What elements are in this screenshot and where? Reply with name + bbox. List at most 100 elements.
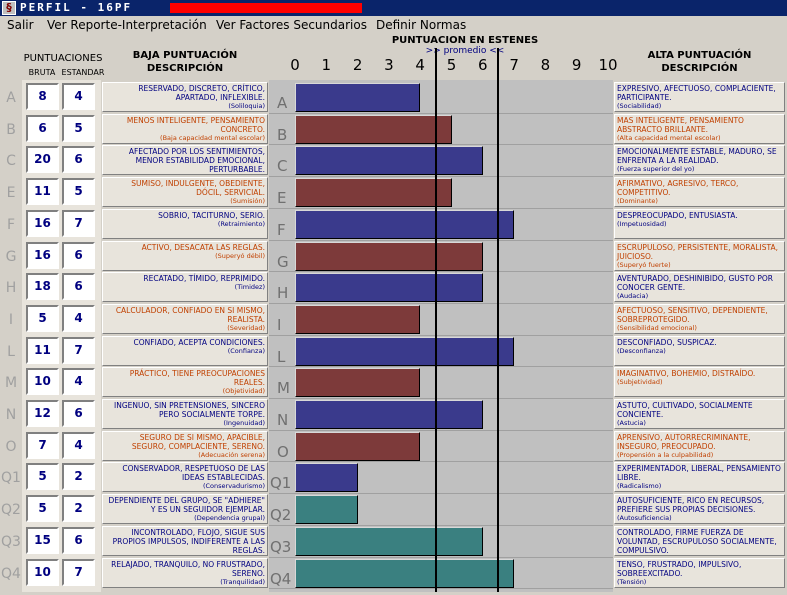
low-description-text: AFECTADO POR LOS SENTIMIENTOS, MENOR EST… <box>128 147 265 175</box>
low-description-text: INCONTROLADO, FLOJO, SIGUE SUS PROPIOS I… <box>112 527 265 555</box>
low-score-description: INGENUO, SIN PRETENSIONES, SINCERO PERO … <box>102 399 268 429</box>
chart-bar <box>295 304 421 334</box>
menu-definir-normas[interactable]: Definir Normas <box>376 18 467 32</box>
low-description-text: RELAJADO, TRANQUILO, NO FRUSTRADO, SEREN… <box>111 559 265 578</box>
chart-bar <box>295 83 421 112</box>
chart-bar <box>295 400 483 429</box>
menu-salir[interactable]: Salir <box>7 18 34 32</box>
low-description-trait: (Adecuación serena) <box>198 450 265 459</box>
chart-bar <box>295 526 483 556</box>
header-estandar: ESTANDAR <box>61 68 105 77</box>
standard-score-box[interactable]: 4 <box>62 431 95 459</box>
raw-score-box[interactable]: 11 <box>26 178 59 206</box>
axis-tick-label: 9 <box>571 56 582 74</box>
high-description-trait: (Propensión a la culpabilidad) <box>617 450 714 459</box>
axis-tick-label: 7 <box>509 56 519 74</box>
chart-bar <box>295 146 483 176</box>
row-factor-letter: F <box>6 216 16 233</box>
low-score-description: CONSERVADOR, RESPETUOSO DE LAS IDEAS EST… <box>102 462 268 493</box>
bar-factor-label: E <box>277 189 287 208</box>
standard-score-box[interactable]: 4 <box>62 304 95 332</box>
low-description-text: SOBRIO, TACITURNO, SERIO. <box>158 210 265 220</box>
header-baja-title: BAJA PUNTUACIÓN <box>132 50 238 61</box>
high-description-text: TENSO, FRUSTRADO, IMPULSIVO, SOBREEXCITA… <box>617 559 742 578</box>
raw-score-box[interactable]: 16 <box>26 241 59 269</box>
chart-row-separator <box>269 302 613 304</box>
raw-score-box[interactable]: 6 <box>26 114 59 142</box>
standard-score-box[interactable]: 7 <box>62 558 95 586</box>
low-score-description: RELAJADO, TRANQUILO, NO FRUSTRADO, SEREN… <box>102 557 268 588</box>
low-description-text: CALCULADOR, CONFIADO EN SI MISMO, REALIS… <box>115 305 265 324</box>
high-description-text: MAS INTELIGENTE, PENSAMIENTO ABSTRACTO B… <box>617 115 744 134</box>
standard-score-box[interactable]: 6 <box>62 241 95 269</box>
menu-ver-factores[interactable]: Ver Factores Secundarios <box>216 18 367 32</box>
low-description-trait: (Soliloquia) <box>228 102 265 110</box>
raw-score-box[interactable]: 7 <box>26 431 59 459</box>
low-score-description: RECATADO, TÍMIDO, REPRIMIDO. (Timidez) <box>102 272 268 303</box>
standard-score-box[interactable]: 4 <box>62 83 95 110</box>
high-description-trait: (Dominante) <box>617 197 658 206</box>
chart-row-separator <box>269 398 613 399</box>
standard-score-box[interactable]: 6 <box>62 400 95 427</box>
bar-factor-label: O <box>277 442 289 461</box>
raw-score-box[interactable]: 11 <box>26 336 59 364</box>
row-factor-letter: N <box>5 407 17 423</box>
standard-score-box[interactable]: 6 <box>62 273 95 301</box>
high-score-description: EXPRESIVO, AFECTUOSO, COMPLACIENTE, PART… <box>614 82 785 112</box>
low-score-description: SEGURO DE SI MISMO, APACIBLE, SEGURO, CO… <box>102 430 268 461</box>
low-description-trait: (Objetividad) <box>222 387 265 396</box>
raw-score-box[interactable]: 5 <box>26 463 59 491</box>
high-description-trait: (Alta capacidad mental escolar) <box>617 133 721 142</box>
axis-tick-label: 2 <box>352 56 363 74</box>
raw-score-box[interactable]: 8 <box>26 83 59 110</box>
row-factor-letter: I <box>8 311 14 328</box>
menu-bar: Salir Ver Reporte-Interpretación Ver Fac… <box>0 16 787 35</box>
standard-score-box[interactable]: 5 <box>62 114 95 142</box>
row-factor-letter: E <box>6 185 16 202</box>
raw-score-box[interactable]: 5 <box>26 304 59 332</box>
raw-score-box[interactable]: 5 <box>26 495 59 523</box>
high-score-description: CONTROLADO, FIRME FUERZA DE VOLUNTAD, ES… <box>614 525 785 556</box>
standard-score-box[interactable]: 6 <box>62 146 95 174</box>
standard-score-box[interactable]: 4 <box>62 368 95 396</box>
raw-score-box[interactable]: 12 <box>26 400 59 427</box>
row-factor-letter: A <box>6 90 16 106</box>
low-description-trait: (Sumisión) <box>230 197 265 206</box>
chart-row-separator <box>269 144 613 146</box>
chart-row-separator <box>269 366 613 368</box>
row-factor-letter: Q2 <box>1 502 21 519</box>
raw-score-box[interactable]: 10 <box>26 558 59 586</box>
low-description-trait: (Conservadurismo) <box>202 482 265 491</box>
low-score-description: SUMISO, INDULGENTE, OBEDIENTE, DÓCIL, SE… <box>102 177 268 208</box>
app-icon: § <box>2 1 16 15</box>
row-factor-letter: O <box>5 438 17 455</box>
raw-score-box[interactable]: 15 <box>26 526 59 554</box>
average-band-low-line <box>434 48 437 592</box>
high-description-text: DESCONFIADO, SUSPICAZ. <box>617 337 717 347</box>
row-factor-letter: G <box>5 248 17 265</box>
raw-score-box[interactable]: 16 <box>26 209 59 237</box>
standard-score-box[interactable]: 7 <box>62 336 95 364</box>
low-score-description: MENOS INTELIGENTE, PENSAMIENTO CONCRETO.… <box>102 113 268 144</box>
axis-tick-label: 5 <box>446 56 457 74</box>
chart-row-separator <box>269 461 613 463</box>
high-description-trait: (Subjetividad) <box>617 378 663 387</box>
standard-score-box[interactable]: 2 <box>62 463 95 491</box>
standard-score-box[interactable]: 7 <box>62 209 95 237</box>
axis-tick-label: 3 <box>384 56 394 74</box>
low-description-text: RESERVADO, DISCRETO, CRÍTICO, APARTADO, … <box>138 84 265 102</box>
bar-factor-label: G <box>277 252 289 271</box>
low-description-trait: (Baja capacidad mental escolar) <box>160 133 265 142</box>
raw-score-box[interactable]: 18 <box>26 273 59 301</box>
menu-ver-reporte[interactable]: Ver Reporte-Interpretación <box>47 18 207 32</box>
bar-factor-label: Q2 <box>270 506 292 525</box>
standard-score-box[interactable]: 2 <box>62 495 95 523</box>
low-description-trait: (Ingenuidad) <box>223 419 265 427</box>
bar-factor-label: L <box>277 347 286 366</box>
standard-score-box[interactable]: 5 <box>62 178 95 206</box>
average-band-high-line <box>497 48 500 592</box>
standard-score-box[interactable]: 6 <box>62 526 95 554</box>
raw-score-box[interactable]: 10 <box>26 368 59 396</box>
raw-score-box[interactable]: 20 <box>26 146 59 174</box>
high-description-trait: (Radicalismo) <box>617 482 662 491</box>
